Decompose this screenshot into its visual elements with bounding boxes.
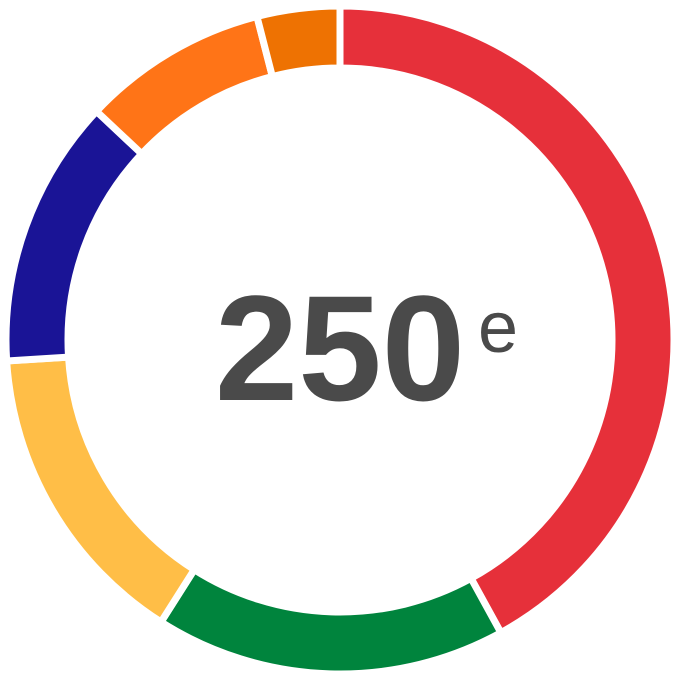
- donut-segment: [336, 2, 678, 638]
- center-label: 250: [215, 264, 465, 432]
- donut-segment: [156, 564, 506, 678]
- donut-segment: [2, 353, 200, 627]
- donut-segment: [2, 106, 147, 365]
- donut-segment: [252, 2, 344, 81]
- center-suffix: e: [478, 288, 518, 368]
- donut-segment: [91, 12, 277, 159]
